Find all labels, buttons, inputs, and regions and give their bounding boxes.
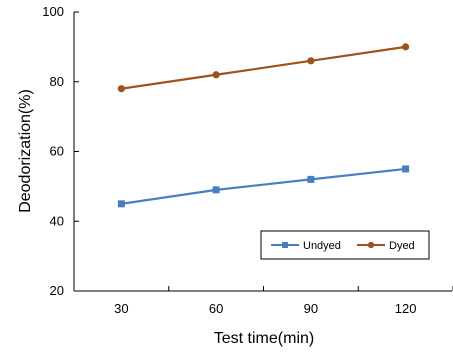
axes: 20 40 60 80 100 30 60 90 120: [42, 4, 453, 316]
series-line-undyed: [121, 167, 406, 205]
legend: Undyed Dyed: [260, 230, 430, 260]
y-axis-title: Deodorization(%): [17, 89, 34, 213]
legend-marker-dyed: [367, 241, 375, 249]
x-tick-label: 90: [304, 301, 318, 316]
y-tick-label: 20: [50, 283, 64, 298]
y-tick-label: 40: [50, 213, 64, 228]
legend-label-undyed: Undyed: [303, 240, 341, 252]
y-tick-label: 100: [42, 4, 64, 19]
data-point-undyed: [212, 186, 220, 194]
data-point-undyed: [307, 175, 315, 183]
legend-marker-undyed: [282, 242, 288, 248]
legend-label-dyed: Dyed: [389, 240, 415, 252]
data-point-dyed: [117, 85, 125, 93]
data-point-dyed: [212, 71, 220, 79]
y-tick-label: 80: [50, 74, 64, 89]
series-line-dyed: [121, 45, 406, 90]
data-point-undyed: [402, 165, 410, 173]
data-point-dyed: [307, 57, 315, 65]
x-tick-label: 120: [395, 301, 417, 316]
data-point-undyed: [117, 200, 125, 208]
x-tick-label: 60: [209, 301, 223, 316]
data-point-dyed: [402, 43, 410, 51]
series-layer: [117, 43, 410, 208]
x-axis-title: Test time(min): [214, 330, 314, 347]
y-tick-label: 60: [50, 144, 64, 159]
x-tick-label: 30: [114, 301, 128, 316]
